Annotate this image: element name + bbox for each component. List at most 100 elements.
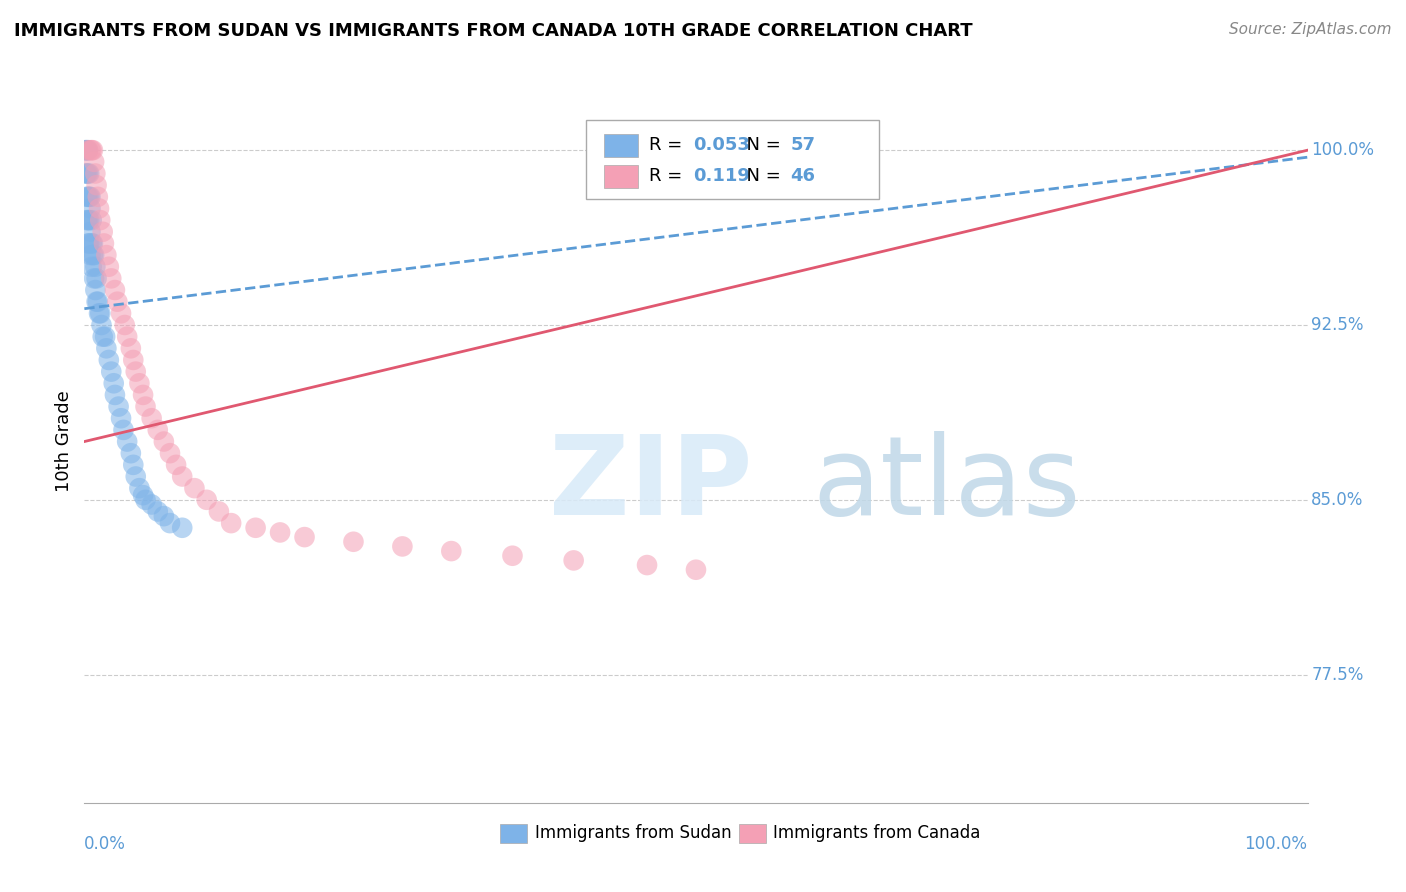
Point bbox=[89, 213, 111, 227]
Point bbox=[84, 167, 107, 181]
Point bbox=[562, 553, 585, 567]
Point bbox=[153, 434, 176, 449]
Point bbox=[87, 202, 110, 216]
Point bbox=[502, 549, 524, 563]
Point bbox=[76, 167, 98, 181]
Bar bbox=[605, 134, 638, 157]
Text: 92.5%: 92.5% bbox=[1312, 316, 1364, 334]
Text: IMMIGRANTS FROM SUDAN VS IMMIGRANTS FROM CANADA 10TH GRADE CORRELATION CHART: IMMIGRANTS FROM SUDAN VS IMMIGRANTS FROM… bbox=[14, 22, 973, 40]
Point bbox=[636, 558, 658, 572]
Point bbox=[122, 458, 145, 472]
Bar bbox=[738, 824, 766, 843]
Point bbox=[208, 504, 231, 518]
Point bbox=[110, 411, 132, 425]
Point bbox=[685, 563, 707, 577]
Text: Immigrants from Canada: Immigrants from Canada bbox=[773, 824, 980, 842]
Point bbox=[269, 525, 291, 540]
Text: 0.053: 0.053 bbox=[693, 136, 751, 154]
Point bbox=[87, 306, 110, 320]
Point bbox=[86, 294, 108, 309]
Point bbox=[89, 306, 111, 320]
Point bbox=[77, 236, 100, 251]
Point bbox=[79, 202, 101, 216]
Point bbox=[93, 236, 115, 251]
Text: R =: R = bbox=[650, 168, 689, 186]
FancyBboxPatch shape bbox=[586, 120, 880, 200]
Point bbox=[128, 481, 150, 495]
Point bbox=[77, 167, 100, 181]
Point bbox=[125, 469, 148, 483]
Point bbox=[75, 167, 97, 181]
Point bbox=[79, 143, 101, 157]
Point bbox=[107, 400, 129, 414]
Point bbox=[100, 365, 122, 379]
Point bbox=[96, 248, 118, 262]
Text: 0.0%: 0.0% bbox=[84, 835, 127, 854]
Text: Source: ZipAtlas.com: Source: ZipAtlas.com bbox=[1229, 22, 1392, 37]
Text: 77.5%: 77.5% bbox=[1312, 665, 1364, 683]
Point bbox=[114, 318, 136, 332]
Point bbox=[112, 423, 135, 437]
Point bbox=[172, 521, 194, 535]
Bar bbox=[501, 824, 527, 843]
Point bbox=[77, 143, 100, 157]
Point bbox=[76, 190, 98, 204]
Point bbox=[165, 458, 187, 472]
Point bbox=[122, 353, 145, 368]
Point bbox=[83, 271, 105, 285]
Text: R =: R = bbox=[650, 136, 689, 154]
Point bbox=[96, 341, 118, 355]
Text: 0.119: 0.119 bbox=[693, 168, 751, 186]
Point bbox=[103, 376, 125, 391]
Point bbox=[75, 143, 97, 157]
Point bbox=[83, 154, 105, 169]
Text: 85.0%: 85.0% bbox=[1312, 491, 1364, 508]
Point bbox=[146, 504, 169, 518]
Point bbox=[94, 329, 117, 343]
Point bbox=[76, 143, 98, 157]
Point bbox=[82, 248, 104, 262]
Point bbox=[86, 178, 108, 193]
Text: Immigrants from Sudan: Immigrants from Sudan bbox=[534, 824, 731, 842]
Point bbox=[77, 190, 100, 204]
Point bbox=[77, 236, 100, 251]
Point bbox=[159, 446, 181, 460]
Point bbox=[91, 329, 114, 343]
Text: N =: N = bbox=[735, 168, 786, 186]
Bar bbox=[605, 165, 638, 188]
Point bbox=[84, 283, 107, 297]
Point bbox=[80, 236, 103, 251]
Point bbox=[146, 423, 169, 437]
Point bbox=[219, 516, 242, 530]
Y-axis label: 10th Grade: 10th Grade bbox=[55, 391, 73, 492]
Point bbox=[120, 446, 142, 460]
Text: 100.0%: 100.0% bbox=[1244, 835, 1308, 854]
Point bbox=[77, 190, 100, 204]
Point bbox=[80, 143, 103, 157]
Point bbox=[75, 143, 97, 157]
Point bbox=[86, 271, 108, 285]
Point bbox=[77, 213, 100, 227]
Point bbox=[87, 190, 110, 204]
Point bbox=[77, 143, 100, 157]
Point bbox=[195, 492, 218, 507]
Point bbox=[128, 376, 150, 391]
Text: atlas: atlas bbox=[813, 432, 1081, 539]
Point bbox=[440, 544, 463, 558]
Point bbox=[125, 365, 148, 379]
Point bbox=[132, 388, 155, 402]
Point bbox=[115, 329, 138, 343]
Point bbox=[80, 260, 103, 274]
Text: 57: 57 bbox=[790, 136, 815, 154]
Point bbox=[87, 294, 110, 309]
Point bbox=[183, 481, 205, 495]
Point bbox=[97, 260, 120, 274]
Point bbox=[79, 225, 101, 239]
Point bbox=[77, 167, 100, 181]
Point bbox=[135, 400, 157, 414]
Point bbox=[82, 236, 104, 251]
Point bbox=[294, 530, 316, 544]
Point bbox=[82, 143, 104, 157]
Point bbox=[135, 492, 157, 507]
Point bbox=[115, 434, 138, 449]
